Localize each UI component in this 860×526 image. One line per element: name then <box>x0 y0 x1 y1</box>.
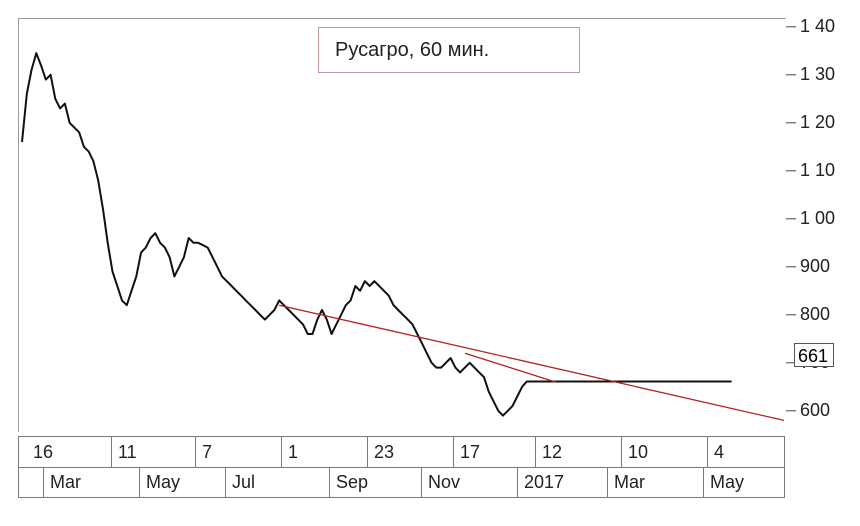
y-tick-label: 600 <box>800 399 831 420</box>
x-month-label: Mar <box>43 468 81 497</box>
chart-title-box: Русагро, 60 мин. <box>318 27 580 73</box>
x-day-label: 16 <box>33 441 54 462</box>
x-month-label: 2017 <box>517 468 564 497</box>
x-day-label: 10 <box>621 437 648 467</box>
x-month-label: Jul <box>225 468 255 497</box>
x-day-label: 12 <box>535 437 562 467</box>
y-tick-label: 1 40 <box>800 15 836 36</box>
x-day-label: 1 <box>281 437 298 467</box>
x-day-label: 17 <box>453 437 480 467</box>
y-tick-label: 800 <box>800 303 831 324</box>
plot-area <box>18 18 786 432</box>
x-month-label: Sep <box>329 468 368 497</box>
y-tick-label: 1 00 <box>800 207 836 228</box>
x-month-label: May <box>703 468 744 497</box>
x-day-label: 4 <box>707 437 724 467</box>
last-price-label: 661 <box>794 343 834 367</box>
y-tick-label: 1 20 <box>800 111 836 132</box>
x-month-label: May <box>139 468 180 497</box>
y-tick-label: 1 30 <box>800 63 836 84</box>
x-day-label: 11 <box>111 437 137 467</box>
x-month-label: Nov <box>421 468 460 497</box>
y-tick-label: 900 <box>800 255 831 276</box>
trendline-2 <box>464 352 556 383</box>
x-axis-month-band: Mar May Jul Sep Nov 2017 Mar May <box>18 468 785 498</box>
x-axis-day-band: 16 11 7 1 23 17 12 10 4 <box>18 436 785 468</box>
x-month-label: Mar <box>607 468 645 497</box>
x-day-label: 23 <box>367 437 394 467</box>
price-series-line <box>21 52 732 417</box>
x-day-label: 7 <box>195 437 212 467</box>
y-tick-label: 1 10 <box>800 159 836 180</box>
trendline-1 <box>279 304 785 422</box>
chart-title: Русагро, 60 мин. <box>335 38 490 61</box>
